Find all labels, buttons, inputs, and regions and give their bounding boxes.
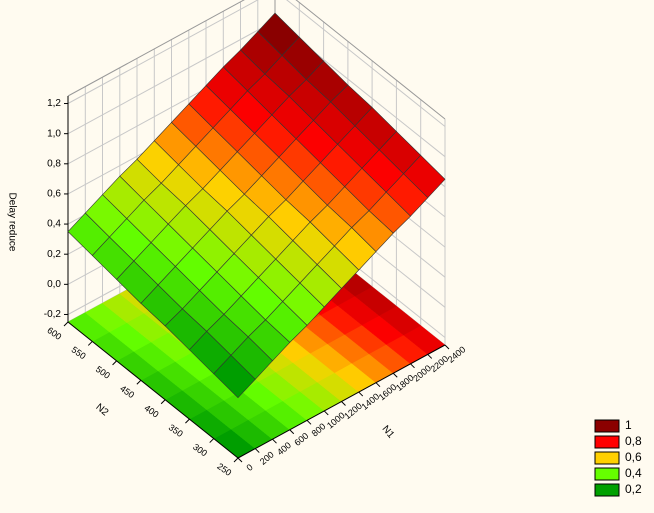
legend-label: 0,8 xyxy=(625,434,642,448)
x-tick xyxy=(427,354,433,359)
z-tick-label: -0,2 xyxy=(44,309,62,320)
legend-swatch xyxy=(594,419,620,433)
y-tick xyxy=(185,418,190,424)
x-tick xyxy=(410,363,415,369)
z-tick-label: 0,0 xyxy=(47,279,61,290)
y-tick xyxy=(136,379,142,385)
y-tick xyxy=(87,341,93,346)
z-tick-label: 0,2 xyxy=(47,249,61,260)
legend-swatch xyxy=(594,451,620,465)
x-tick xyxy=(254,448,260,453)
x-tick xyxy=(358,391,364,397)
z-axis-title: Delay reduce xyxy=(6,193,17,252)
legend-label: 1 xyxy=(625,418,632,432)
x-tick xyxy=(341,401,346,406)
y-tick xyxy=(209,438,215,443)
z-tick-label: 1,2 xyxy=(47,98,61,109)
x-tick xyxy=(323,410,329,416)
legend-label: 0,2 xyxy=(625,482,642,496)
x-tick xyxy=(392,372,398,378)
legend-label: 0,4 xyxy=(625,466,642,480)
y-tick xyxy=(112,360,117,366)
y-tick xyxy=(63,321,69,327)
legend-label: 0,6 xyxy=(625,450,642,464)
z-tick-label: 0,6 xyxy=(47,189,61,200)
x-tick xyxy=(306,419,312,425)
y-tick xyxy=(160,399,166,405)
legend-swatch xyxy=(594,467,620,481)
box-edge xyxy=(67,0,446,120)
legend-swatch xyxy=(594,483,620,497)
z-tick-label: 1,0 xyxy=(47,128,61,139)
z-tick-label: 0,8 xyxy=(47,158,61,169)
surface-cell xyxy=(213,354,256,399)
x-tick-label: 0 xyxy=(244,462,254,473)
x-tick xyxy=(272,438,277,444)
x-tick xyxy=(237,457,243,463)
legend-swatch xyxy=(594,435,620,449)
y-axis-line xyxy=(67,321,239,459)
z-tick-label: 0,4 xyxy=(47,219,61,230)
x-tick xyxy=(289,429,295,435)
x-tick xyxy=(375,382,381,388)
x-tick xyxy=(444,344,450,350)
y-tick xyxy=(233,457,239,463)
